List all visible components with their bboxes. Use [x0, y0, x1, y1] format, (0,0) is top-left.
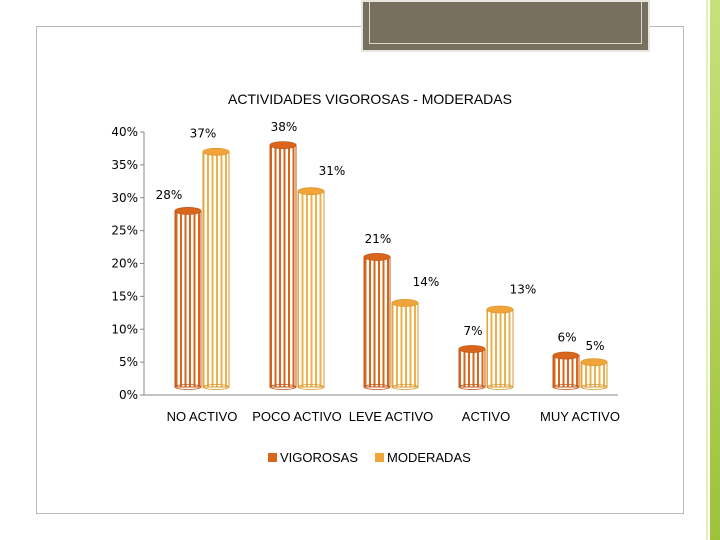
- bar-base-moderadas: [580, 384, 608, 390]
- bar-moderadas: [580, 361, 608, 388]
- y-axis: 0% 5% 10% 15% 20% 25% 30% 35% 40%: [111, 125, 145, 402]
- bar-moderadas: [391, 302, 419, 388]
- y-tick-label: 5%: [119, 355, 138, 369]
- bar-base-moderadas: [202, 384, 230, 390]
- y-tick-label: 25%: [111, 224, 138, 238]
- bar-value-label-vigorosas: 21%: [365, 232, 392, 246]
- bar-vigorosas: [458, 348, 486, 388]
- bar-value-label-vigorosas: 6%: [557, 331, 576, 345]
- bar-top-vigorosas: [458, 345, 486, 353]
- decorative-strip: [710, 0, 720, 540]
- bar-labels-group: 28% 37% 38% 31% 21% 14% 7% 13% 6% 5%: [156, 120, 605, 353]
- bar-top-vigorosas: [552, 351, 580, 360]
- bar-top-vigorosas: [363, 253, 391, 261]
- bar-vigorosas: [363, 256, 391, 388]
- decorative-strip-line: [706, 0, 708, 540]
- bar-moderadas: [202, 151, 230, 388]
- bar-top-moderadas: [297, 187, 325, 196]
- bar-top-moderadas: [391, 299, 419, 307]
- bar-base-vigorosas: [363, 384, 391, 390]
- y-tick-label: 0%: [119, 388, 138, 402]
- bar-value-label-moderadas: 13%: [510, 283, 537, 297]
- slide-title-box: [361, 0, 650, 52]
- bar-top-vigorosas: [269, 141, 297, 150]
- bar-base-vigorosas: [458, 384, 486, 390]
- y-tick-label: 35%: [111, 158, 138, 172]
- bar-top-vigorosas: [174, 206, 202, 215]
- bar-value-label-moderadas: 31%: [319, 164, 346, 178]
- bar-value-label-moderadas: 14%: [413, 275, 440, 289]
- y-tick-label: 30%: [111, 191, 138, 205]
- bar-top-moderadas: [486, 305, 514, 314]
- bar-base-moderadas: [486, 384, 514, 390]
- category-labels-group: NO ACTIVO POCO ACTIVO LEVE ACTIVO ACTIVO MUY…: [167, 409, 620, 424]
- y-tick-label: 20%: [111, 257, 138, 271]
- bar-moderadas: [486, 309, 514, 388]
- bars-group: [174, 141, 608, 390]
- y-tick-label: 40%: [111, 125, 138, 139]
- chart-title: ACTIVIDADES VIGOROSAS - MODERADAS: [228, 91, 512, 107]
- category-label: POCO ACTIVO: [252, 409, 342, 424]
- bar-top-moderadas: [580, 358, 608, 367]
- bar-vigorosas: [552, 355, 580, 388]
- category-label: MUY ACTIVO: [540, 409, 620, 424]
- category-label: LEVE ACTIVO: [349, 409, 434, 424]
- bar-value-label-vigorosas: 28%: [156, 188, 183, 202]
- category-label: ACTIVO: [462, 409, 510, 424]
- bar-moderadas: [297, 190, 325, 388]
- bar-value-label-moderadas: 37%: [190, 127, 217, 141]
- legend-swatch-moderadas: [375, 453, 384, 462]
- legend: VIGOROSAS MODERADAS: [268, 450, 471, 465]
- slide-title-box-inner: [369, 2, 642, 44]
- y-tick-label: 10%: [111, 322, 138, 336]
- bar-base-moderadas: [297, 384, 325, 390]
- legend-label-moderadas: MODERADAS: [387, 450, 471, 465]
- bar-top-moderadas: [202, 147, 230, 156]
- bar-value-label-vigorosas: 7%: [463, 324, 482, 338]
- category-label: NO ACTIVO: [167, 409, 238, 424]
- y-tick-label: 15%: [111, 289, 138, 303]
- bar-value-label-moderadas: 5%: [585, 339, 604, 353]
- bar-base-vigorosas: [269, 384, 297, 390]
- bar-value-label-vigorosas: 38%: [271, 120, 298, 134]
- slide-frame: [36, 26, 684, 514]
- legend-label-vigorosas: VIGOROSAS: [280, 450, 358, 465]
- bar-base-moderadas: [391, 384, 419, 390]
- bar-vigorosas: [269, 144, 297, 388]
- legend-swatch-vigorosas: [268, 453, 277, 462]
- bar-base-vigorosas: [174, 384, 202, 390]
- bar-vigorosas: [174, 210, 202, 388]
- bar-base-vigorosas: [552, 384, 580, 390]
